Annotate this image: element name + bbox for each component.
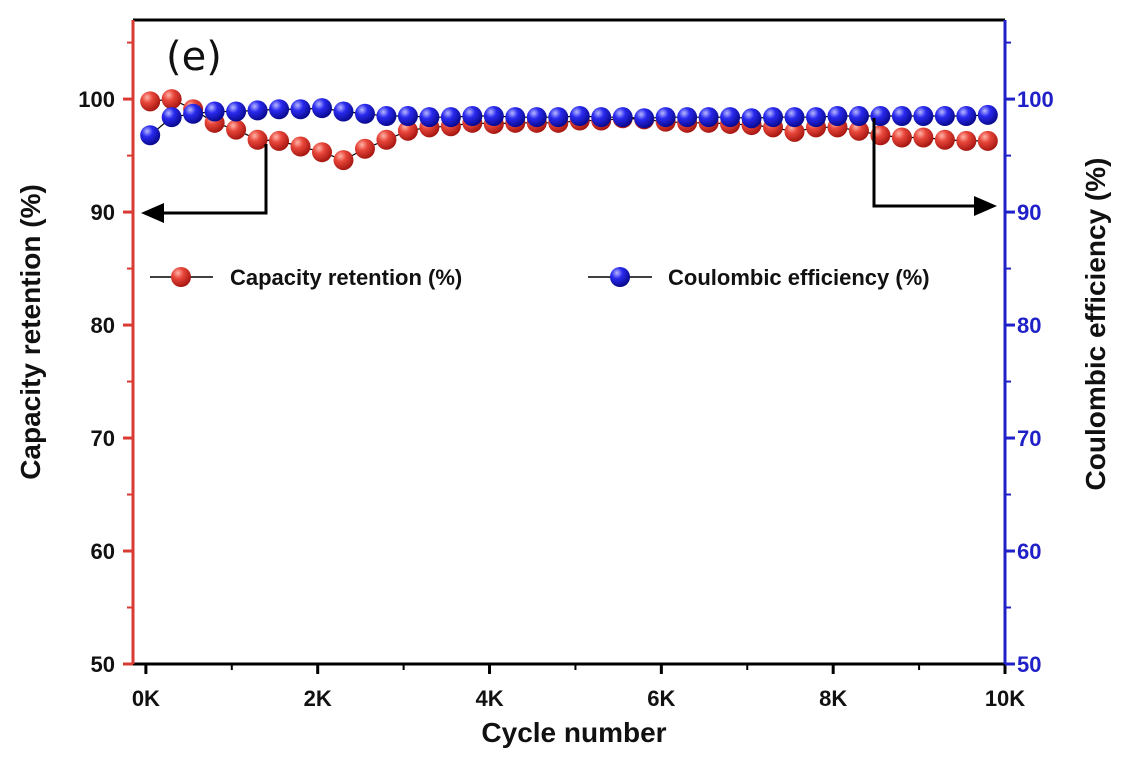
coulombic-efficiency-point: [698, 107, 719, 128]
legend: Capacity retention (%) Coulombic efficie…: [150, 265, 930, 290]
coulombic-efficiency-point: [827, 106, 848, 127]
legend-coulombic-label: Coulombic efficiency (%): [668, 265, 930, 290]
coulombic-efficiency-point: [977, 104, 998, 125]
coulombic-efficiency-point: [526, 107, 547, 128]
capacity-retention-point: [312, 142, 333, 163]
right-axis-arrowhead: [974, 196, 997, 216]
x-tick-label: 8K: [819, 686, 847, 711]
capacity-retention-point: [226, 119, 247, 140]
coulombic-efficiency-point: [140, 125, 161, 146]
annotation-arrows: [141, 118, 997, 223]
coulombic-efficiency-series-line: [149, 107, 988, 136]
left-y-tick-label: 50: [91, 652, 115, 677]
legend-capacity-marker: [171, 267, 191, 287]
capacity-retention-point: [161, 89, 182, 110]
left-axis-arrow: [145, 144, 268, 215]
coulombic-efficiency-point: [891, 106, 912, 127]
right-axis-arrow: [872, 118, 992, 208]
coulombic-efficiency-point: [612, 107, 633, 128]
coulombic-efficiency-point: [354, 103, 375, 124]
right-y-axis-ticks: 50 60 70 80 90 100: [1005, 41, 1054, 677]
plot-frame: [131, 18, 1007, 666]
right-y-axis-title: Coulombic efficiency (%): [1080, 158, 1111, 491]
right-y-tick-label: 80: [1017, 313, 1041, 338]
coulombic-efficiency-point: [655, 107, 676, 128]
coulombic-efficiency-point: [784, 107, 805, 128]
coulombic-efficiency-point: [269, 99, 290, 120]
coulombic-efficiency-point: [226, 101, 247, 122]
capacity-retention-point: [376, 129, 397, 150]
capacity-retention-point: [269, 130, 290, 151]
coulombic-efficiency-point: [805, 107, 826, 128]
left-y-tick-label: 90: [91, 200, 115, 225]
capacity-retention-point: [934, 129, 955, 150]
coulombic-efficiency-point: [677, 107, 698, 128]
x-axis-ticks: 0K 2K 4K 6K 8K 10K: [132, 664, 1025, 711]
x-tick-label: 2K: [304, 686, 332, 711]
coulombic-efficiency-point: [720, 107, 741, 128]
coulombic-efficiency-point: [548, 107, 569, 128]
coulombic-efficiency-point: [913, 106, 934, 127]
right-y-tick-label: 70: [1017, 426, 1041, 451]
right-y-tick-label: 50: [1017, 652, 1041, 677]
capacity-retention-point: [913, 127, 934, 148]
capacity-retention-point: [354, 138, 375, 159]
right-y-tick-label: 90: [1017, 200, 1041, 225]
right-y-tick-label: 60: [1017, 539, 1041, 564]
coulombic-efficiency-point: [591, 107, 612, 128]
legend-coulombic-marker: [610, 267, 630, 287]
left-y-tick-label: 70: [91, 426, 115, 451]
coulombic-efficiency-point: [247, 100, 268, 121]
left-y-axis-title: Capacity retention (%): [15, 184, 46, 480]
left-axis-arrowhead: [141, 203, 164, 223]
coulombic-efficiency-point: [462, 106, 483, 127]
coulombic-efficiency-point: [763, 107, 784, 128]
coulombic-efficiency-point: [376, 106, 397, 127]
capacity-retention-point: [290, 136, 311, 157]
coulombic-efficiency-point: [741, 108, 762, 129]
x-tick-label: 4K: [475, 686, 503, 711]
coulombic-efficiency-point: [934, 106, 955, 127]
capacity-retention-point: [977, 130, 998, 151]
capacity-retention-point: [956, 130, 977, 151]
coulombic-efficiency-point: [848, 106, 869, 127]
coulombic-efficiency-point: [312, 98, 333, 119]
right-y-tick-label: 100: [1017, 87, 1054, 112]
coulombic-efficiency-point: [440, 107, 461, 128]
capacity-retention-series-line: [150, 98, 988, 161]
x-tick-label: 6K: [647, 686, 675, 711]
coulombic-efficiency-point: [161, 107, 182, 128]
panel-label: (e): [166, 34, 222, 80]
left-y-tick-label: 80: [91, 313, 115, 338]
x-axis-title: Cycle number: [481, 717, 666, 748]
coulombic-efficiency-point: [505, 107, 526, 128]
capacity-retention-point: [333, 150, 354, 171]
coulombic-efficiency-point: [333, 101, 354, 122]
coulombic-efficiency-point: [204, 101, 225, 122]
coulombic-efficiency-point: [483, 106, 504, 127]
coulombic-efficiency-point: [569, 106, 590, 127]
coulombic-efficiency-point: [290, 99, 311, 120]
coulombic-efficiency-point: [397, 106, 418, 127]
capacity-retention-point: [784, 121, 805, 142]
legend-capacity-label: Capacity retention (%): [230, 265, 462, 290]
capacity-retention-point: [397, 120, 418, 141]
coulombic-efficiency-point: [634, 108, 655, 129]
left-y-axis-ticks: 50 60 70 80 90 100: [78, 41, 133, 677]
left-y-tick-label: 100: [78, 87, 115, 112]
x-tick-label: 10K: [985, 686, 1025, 711]
capacity-retention-point: [140, 91, 161, 112]
capacity-retention-point: [891, 127, 912, 148]
left-y-tick-label: 60: [91, 539, 115, 564]
capacity-retention-point: [247, 129, 268, 150]
coulombic-efficiency-point: [419, 107, 440, 128]
coulombic-efficiency-point: [183, 103, 204, 124]
x-tick-label: 0K: [132, 686, 160, 711]
series-layer: [140, 89, 998, 171]
coulombic-efficiency-point: [956, 106, 977, 127]
capacity-retention-point: [848, 120, 869, 141]
